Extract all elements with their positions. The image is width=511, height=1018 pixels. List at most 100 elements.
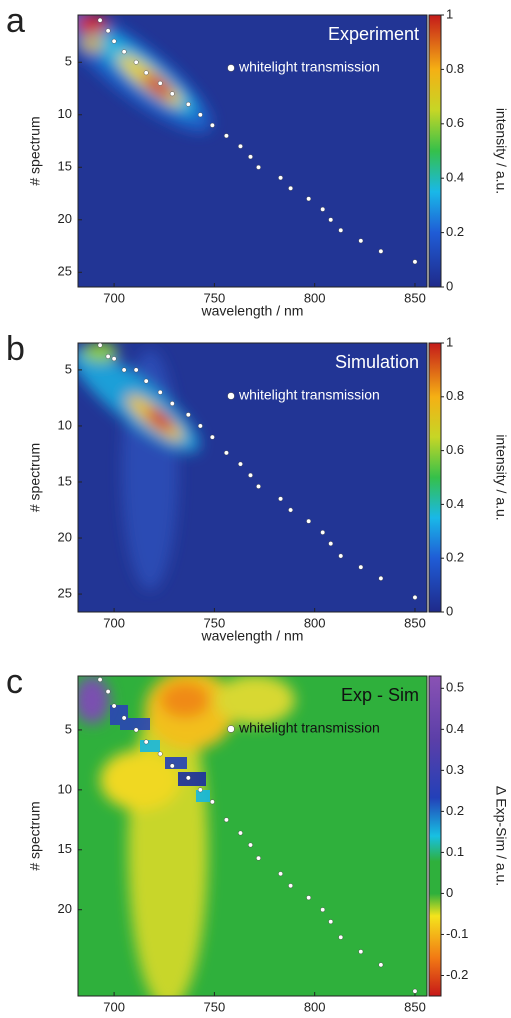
colorbar-tick-label: 0.2 — [446, 550, 464, 565]
data-point — [248, 472, 253, 478]
data-point — [169, 91, 175, 97]
x-tick-label: 750 — [204, 999, 226, 1013]
plot-frame — [77, 342, 428, 613]
data-point — [378, 962, 384, 968]
data-point — [121, 715, 127, 721]
y-axis-label: # spectrum — [27, 116, 43, 185]
legend-marker — [227, 64, 235, 72]
data-point — [185, 101, 191, 107]
colorbar-tick-label: 0.3 — [446, 762, 464, 777]
data-point — [121, 367, 127, 373]
data-point — [224, 817, 229, 823]
data-point — [121, 49, 127, 55]
data-point — [328, 919, 334, 925]
y-tick-label: 25 — [58, 264, 72, 279]
data-point — [320, 530, 326, 535]
data-point — [288, 185, 294, 191]
colorbar-tick-label: 0.4 — [446, 721, 464, 736]
y-tick-label: 5 — [65, 361, 72, 376]
colorbar-label: intensity / a.u. — [493, 108, 509, 194]
data-point — [105, 354, 111, 359]
colorbar-tick-label: 0 — [446, 885, 453, 900]
data-point — [378, 248, 384, 254]
legend-marker — [227, 392, 235, 400]
colorbar-tick-label: 0.1 — [446, 844, 464, 859]
colorbar-tick-label: -0.1 — [446, 926, 468, 941]
x-tick-label: 850 — [404, 615, 426, 630]
colorbar-label: intensity / a.u. — [493, 434, 509, 520]
data-point — [238, 830, 243, 836]
colorbar-tick-label: 1 — [446, 334, 453, 349]
panel-letter: c — [6, 663, 23, 701]
plot-frame — [77, 675, 428, 997]
data-point — [338, 934, 344, 940]
data-point — [111, 703, 117, 709]
colorbar-label: Δ Exp-Sim / a.u. — [493, 786, 509, 886]
heatmap-b — [78, 343, 427, 612]
colorbar-tick-label: 0.8 — [446, 61, 464, 76]
legend-label: whitelight transmission — [238, 59, 380, 75]
data-point — [320, 907, 326, 913]
colorbar-tick-label: 0.4 — [446, 496, 464, 511]
data-point — [197, 423, 203, 429]
data-point — [209, 799, 215, 805]
data-point — [105, 28, 111, 34]
y-tick-label: 25 — [58, 586, 72, 601]
colorbar-a — [428, 14, 442, 288]
data-point — [278, 496, 283, 502]
data-point — [412, 988, 418, 994]
y-tick-label: 5 — [65, 54, 72, 69]
data-point — [143, 739, 149, 745]
data-point — [238, 143, 243, 149]
colorbar-b — [428, 342, 442, 613]
data-point — [328, 217, 334, 223]
data-point — [378, 575, 384, 581]
x-tick-label: 750 — [204, 615, 226, 630]
data-point — [256, 484, 261, 489]
data-point — [248, 842, 253, 848]
x-axis-label: wavelength / nm — [201, 628, 304, 644]
data-point — [197, 787, 203, 793]
plot-frame — [77, 14, 428, 288]
data-point — [278, 175, 283, 181]
colorbar-tick-label: 0.6 — [446, 115, 464, 130]
data-point — [185, 775, 191, 781]
colorbar-tick-label: 0 — [446, 278, 453, 293]
colorbar-c — [428, 675, 442, 997]
x-tick-label: 700 — [103, 290, 125, 305]
colorbar-tick-label: 0.5 — [446, 680, 464, 695]
data-point — [320, 206, 326, 212]
data-point — [143, 378, 149, 384]
data-point — [105, 689, 111, 694]
colorbar-tick-label: 0.8 — [446, 388, 464, 403]
data-point — [97, 677, 103, 682]
data-point — [111, 38, 117, 44]
panel-letter: a — [6, 2, 25, 40]
colorbar-tick-label: 0.6 — [446, 442, 464, 457]
y-axis-label: # spectrum — [27, 443, 43, 512]
y-tick-label: 10 — [58, 781, 72, 796]
colorbar-tick-label: 0.2 — [446, 224, 464, 239]
panel-title: Simulation — [335, 352, 419, 372]
data-point — [412, 595, 418, 600]
data-point — [157, 389, 163, 395]
data-point — [358, 238, 364, 244]
data-point — [306, 196, 312, 202]
x-tick-label: 700 — [103, 615, 125, 630]
colorbar-tick-label: 0 — [446, 603, 453, 618]
data-point — [256, 855, 261, 861]
x-tick-label: 700 — [103, 999, 125, 1013]
data-point — [157, 80, 163, 86]
x-tick-label: 850 — [404, 290, 426, 305]
data-point — [358, 564, 364, 570]
data-point — [169, 401, 175, 406]
colorbar-tick-label: 0.4 — [446, 170, 464, 185]
legend-label: whitelight transmission — [238, 720, 380, 736]
y-tick-label: 10 — [58, 417, 72, 432]
y-tick-label: 20 — [58, 211, 72, 226]
y-tick-label: 5 — [65, 721, 72, 736]
data-point — [412, 259, 418, 265]
panel-letter: b — [6, 330, 25, 368]
x-tick-label: 850 — [404, 999, 426, 1013]
